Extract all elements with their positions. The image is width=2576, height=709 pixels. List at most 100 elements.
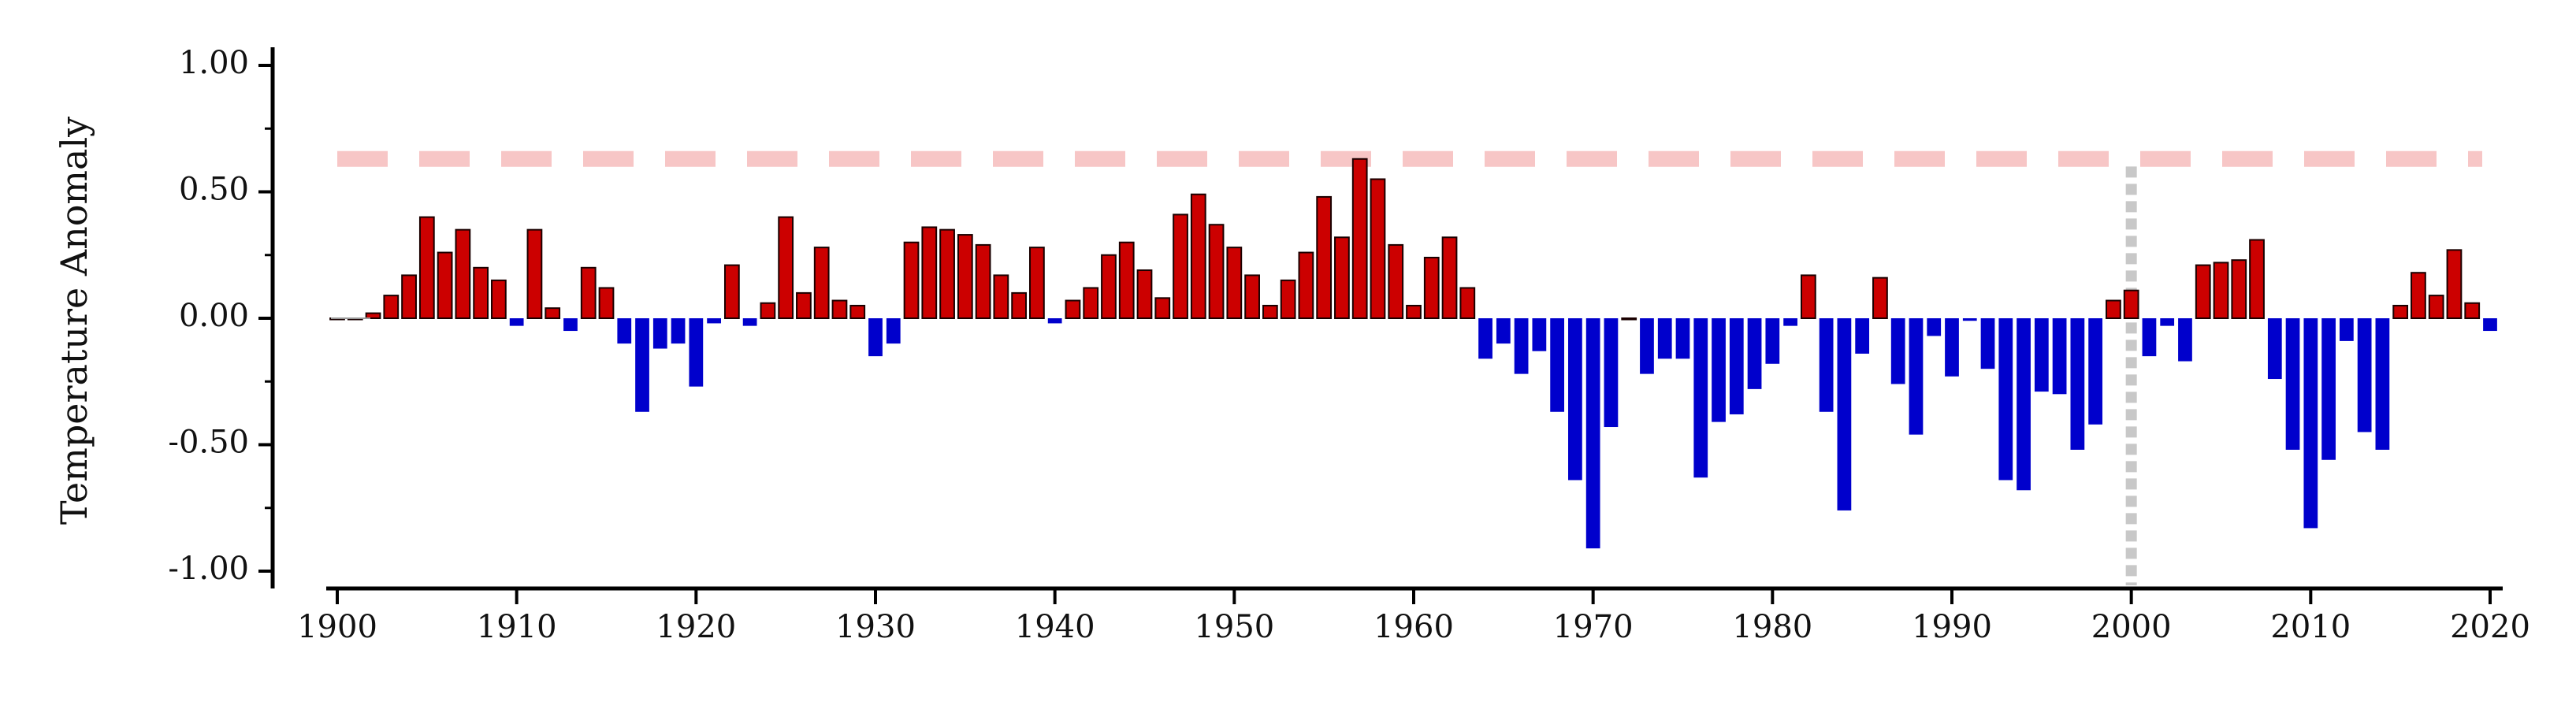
bar-1934 xyxy=(939,228,955,319)
bar-1929 xyxy=(849,304,866,320)
bar-1966 xyxy=(1514,318,1529,374)
bar-1977 xyxy=(1712,318,1726,422)
bar-1958 xyxy=(1370,178,1386,319)
bar-2013 xyxy=(2357,318,2372,432)
bar-1974 xyxy=(1657,318,1672,359)
bar-2006 xyxy=(2231,259,2247,320)
x-tick-label: 1900 xyxy=(297,609,377,645)
bar-2001 xyxy=(2142,318,2157,357)
bar-1970 xyxy=(1585,318,1600,549)
bar-1927 xyxy=(813,247,830,319)
bar-1906 xyxy=(437,251,453,320)
bar-1962 xyxy=(1441,236,1458,319)
bar-1994 xyxy=(2017,318,2031,491)
bar-1967 xyxy=(1532,318,1547,351)
axes-layer: 1.00 0.50 0.00 -0.50 -1.00 1900 1910 1920 1930 19… xyxy=(168,45,2530,645)
bar-1995 xyxy=(2034,318,2049,392)
bar-1908 xyxy=(473,266,489,319)
bar-1919 xyxy=(671,318,686,344)
bar-1946 xyxy=(1154,297,1171,320)
bar-1960 xyxy=(1406,304,1422,320)
bar-1948 xyxy=(1190,193,1206,319)
bar-1945 xyxy=(1136,269,1153,320)
bar-2018 xyxy=(2446,249,2463,319)
bar-1987 xyxy=(1890,318,1905,384)
bar-1904 xyxy=(401,274,417,319)
bar-1953 xyxy=(1280,279,1296,320)
bar-1922 xyxy=(723,264,740,319)
x-tick-label: 1980 xyxy=(1732,609,1812,645)
bar-2012 xyxy=(2339,318,2354,341)
bar-2005 xyxy=(2213,262,2229,320)
bar-1938 xyxy=(1011,291,1028,319)
x-tick-label: 1910 xyxy=(477,609,557,645)
bar-1925 xyxy=(778,216,794,319)
bar-2015 xyxy=(2392,304,2409,320)
bar-1903 xyxy=(383,295,400,319)
bar-1992 xyxy=(1980,318,1995,369)
bar-1982 xyxy=(1800,274,1816,319)
bar-1954 xyxy=(1298,251,1314,320)
x-tick-label: 1960 xyxy=(1373,609,1454,645)
bar-1918 xyxy=(652,318,667,349)
bar-1972 xyxy=(1621,317,1637,321)
bar-1920 xyxy=(689,318,704,387)
bar-1940 xyxy=(1047,318,1062,324)
reference-lines-layer xyxy=(337,150,2482,585)
x-tick-label: 1940 xyxy=(1015,609,1095,645)
bar-2011 xyxy=(2321,318,2336,460)
y-tick-label: -0.50 xyxy=(168,425,249,461)
bar-1907 xyxy=(455,228,471,319)
bar-2009 xyxy=(2285,318,2300,450)
x-tick-label: 1950 xyxy=(1194,609,1274,645)
bar-1993 xyxy=(1998,318,2013,481)
bar-1937 xyxy=(993,274,1009,319)
x-tick-label: 2020 xyxy=(2450,609,2530,645)
bar-1926 xyxy=(796,291,812,319)
x-tick-label: 2000 xyxy=(2091,609,2172,645)
bar-1998 xyxy=(2088,318,2103,425)
bar-2020 xyxy=(2483,318,2497,332)
bar-1964 xyxy=(1478,318,1492,359)
bar-1996 xyxy=(2052,318,2067,395)
y-tick-label: 0.50 xyxy=(179,172,249,208)
bar-1976 xyxy=(1693,318,1708,478)
bar-1942 xyxy=(1083,287,1099,320)
bar-1957 xyxy=(1351,158,1368,319)
bar-1916 xyxy=(617,318,632,344)
bar-1933 xyxy=(921,226,938,319)
bar-1913 xyxy=(563,318,578,332)
bar-1973 xyxy=(1640,318,1654,374)
bar-1965 xyxy=(1496,318,1511,344)
bar-2017 xyxy=(2428,295,2444,319)
bar-1980 xyxy=(1765,318,1780,364)
bar-1997 xyxy=(2070,318,2085,450)
bar-2019 xyxy=(2464,302,2481,319)
bar-1983 xyxy=(1819,318,1834,412)
x-tick-label: 1970 xyxy=(1553,609,1634,645)
bar-2007 xyxy=(2249,239,2265,319)
bar-1989 xyxy=(1927,318,1942,336)
bar-1943 xyxy=(1101,254,1117,319)
bar-1939 xyxy=(1029,247,1045,319)
bar-1941 xyxy=(1065,299,1081,319)
bar-2010 xyxy=(2303,318,2318,529)
bar-1917 xyxy=(635,318,649,412)
bar-1911 xyxy=(526,228,543,319)
bar-2016 xyxy=(2411,272,2426,319)
bar-1979 xyxy=(1747,318,1762,389)
bar-1984 xyxy=(1837,318,1852,510)
bar-1991 xyxy=(1962,318,1977,321)
bar-1914 xyxy=(580,266,597,319)
bar-1928 xyxy=(831,299,848,319)
bar-1999 xyxy=(2106,299,2121,319)
bar-1930 xyxy=(868,318,883,357)
y-tick-label: 0.00 xyxy=(179,298,249,334)
bar-1905 xyxy=(418,216,435,319)
bar-1985 xyxy=(1855,318,1870,354)
bar-1947 xyxy=(1173,213,1188,320)
bar-1915 xyxy=(598,287,615,320)
bar-2004 xyxy=(2195,264,2211,319)
bar-1978 xyxy=(1729,318,1744,414)
bar-1912 xyxy=(545,307,561,320)
